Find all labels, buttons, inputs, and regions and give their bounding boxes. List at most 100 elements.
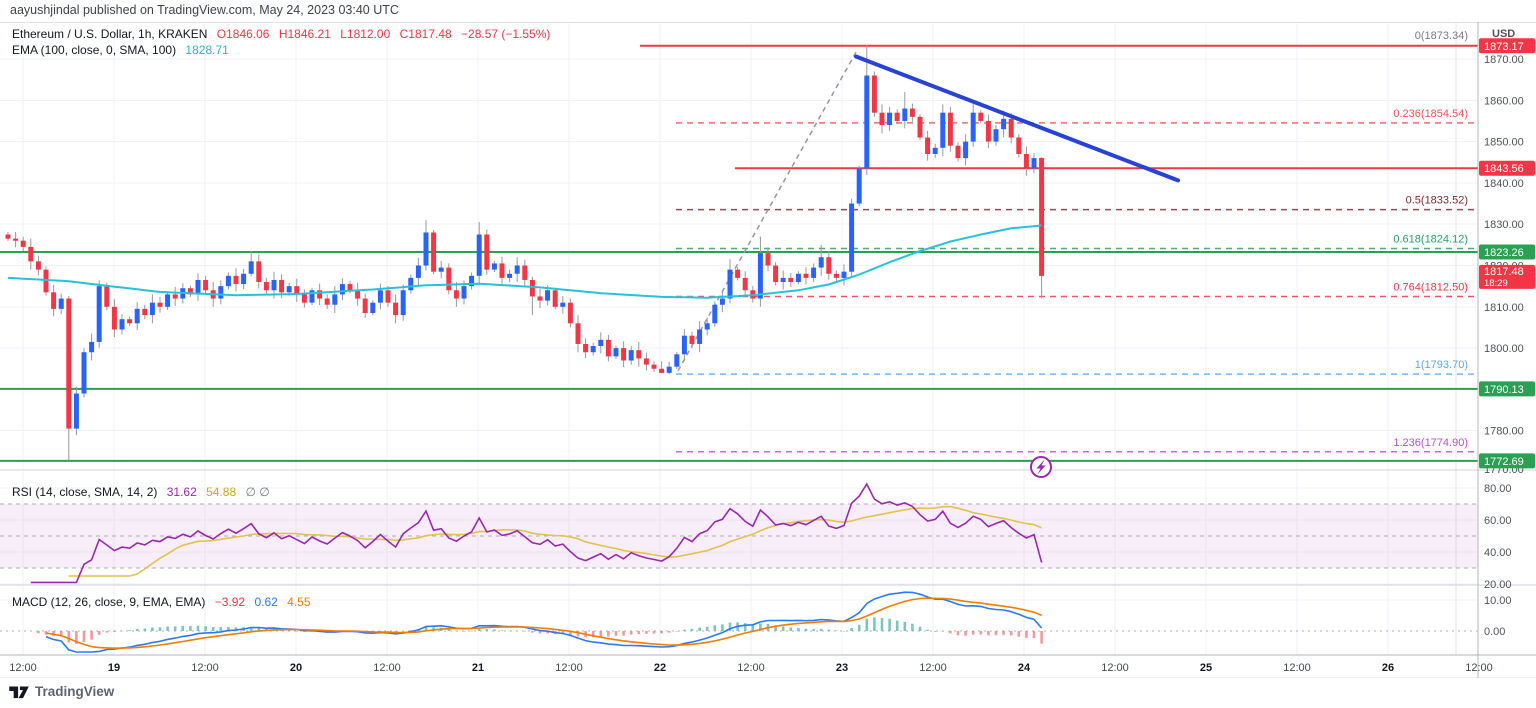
candle-body [803, 273, 809, 278]
macd-histogram-bar [455, 630, 458, 632]
macd-histogram-bar [705, 626, 709, 631]
ohlc-close: C1817.48 [399, 27, 452, 41]
candle-body [871, 75, 877, 113]
fib-label: 0.5(1833.52) [1406, 195, 1468, 207]
macd-legend[interactable]: MACD (12, 26, close, 9, EMA, EMA) −3.92 … [12, 595, 311, 609]
candle-body [514, 265, 520, 274]
candle-body [1008, 118, 1014, 138]
fib-label: 1(1793.70) [1415, 359, 1468, 371]
macd-histogram-bar [660, 631, 663, 634]
candle-body [195, 279, 201, 295]
candle-body [218, 286, 224, 299]
candle-body [811, 267, 817, 278]
macd-histogram-bar [1009, 631, 1013, 636]
macd-histogram-bar [576, 631, 580, 637]
candle-body [894, 112, 900, 121]
rally-dashed-trendline[interactable] [677, 48, 859, 372]
fib-retracement-levels[interactable] [676, 122, 1478, 453]
macd-histogram-bar [842, 630, 846, 632]
macd-histogram-bar [181, 625, 185, 631]
candle-body [165, 294, 171, 307]
macd-histogram-bar [865, 618, 869, 631]
macd-histogram-bar [690, 628, 694, 631]
main-series-legend[interactable]: Ethereum / U.S. Dollar, 1h, KRAKEN O1846… [12, 26, 550, 58]
candle-body [362, 298, 368, 313]
candle-body [902, 108, 908, 121]
candle-body [583, 343, 589, 353]
macd-histogram-bar [173, 626, 177, 631]
candle-body [20, 240, 26, 247]
candle-body [491, 263, 497, 270]
macd-histogram-bar [37, 631, 40, 634]
candle-body [73, 393, 79, 429]
rsi-label: RSI (14, close, SMA, 14, 2) [12, 485, 158, 499]
candle-body [780, 277, 786, 283]
macd-histogram-bar [797, 628, 800, 631]
candle-body [149, 302, 155, 316]
change-value: −28.57 (−1.55%) [461, 27, 551, 41]
candle-body [431, 232, 437, 272]
macd-histogram-bar [227, 626, 230, 631]
macd-histogram-bar [971, 631, 975, 635]
macd-histogram-bar [827, 629, 831, 631]
rsi-tick-label: 80.00 [1484, 483, 1512, 495]
candle-body [773, 265, 779, 283]
macd-histogram-bar [994, 631, 998, 636]
rsi-tick-label: 20.00 [1484, 579, 1512, 591]
macd-histogram-bar [515, 630, 519, 632]
candle-body [674, 354, 680, 367]
resistance-top-badge [1479, 38, 1535, 54]
candle-body [856, 168, 862, 204]
tradingview-logo[interactable]: TradingView [8, 683, 114, 699]
macd-signal-value: 4.55 [287, 595, 311, 609]
macd-histogram-bar [926, 629, 929, 631]
candle-body [332, 294, 338, 305]
candle-body [537, 296, 543, 301]
chart-canvas[interactable]: 0(1873.34) 0.236(1854.54) 0.5(1833.52) 0.61… [0, 22, 1536, 678]
macd-histogram-bar [751, 624, 755, 631]
candle-body [1023, 153, 1029, 169]
macd-histogram-bar [462, 631, 466, 632]
candle-body [142, 308, 148, 316]
main-chart-pane[interactable] [0, 22, 1478, 470]
candle-body [89, 341, 95, 353]
candle-body [636, 350, 642, 359]
time-hour-label: 12:00 [373, 662, 401, 674]
macd-histogram-bar [637, 631, 641, 635]
candle-body [925, 137, 931, 154]
candle-body [727, 269, 733, 299]
time-axis[interactable]: 12:00 19 12:00 20 12:00 21 12:00 22 12:00 23 12:00… [9, 662, 1493, 674]
time-day-label: 19 [108, 662, 120, 674]
candle-body [271, 279, 277, 291]
price-badge-label: 1843.56 [1484, 163, 1524, 175]
candle-body [818, 257, 824, 268]
candle-body [833, 273, 839, 278]
candle-body [96, 286, 102, 342]
published-byline: aayushjindal published on TradingView.co… [10, 3, 399, 17]
candle-body [241, 273, 247, 285]
candle-body [621, 348, 627, 361]
macd-histogram-bar [424, 626, 428, 631]
rsi-legend[interactable]: RSI (14, close, SMA, 14, 2) 31.62 54.88 … [12, 485, 270, 499]
time-hour-label: 12:00 [919, 662, 947, 674]
macd-histogram-bar [561, 631, 565, 635]
macd-histogram-bar [835, 630, 838, 632]
candle-body [294, 286, 300, 295]
price-badge-label: 1772.69 [1484, 456, 1524, 468]
candle-body [651, 364, 657, 369]
price-axis[interactable]: USD 1870.00 1860.00 1850.00 1840.00 1830.00 18… [1479, 28, 1535, 638]
candle-body [681, 335, 687, 355]
candle-body [712, 304, 718, 324]
candle-body [659, 368, 665, 373]
time-day-label: 24 [1018, 662, 1031, 674]
candle-body [567, 302, 573, 324]
macd-histogram-bar [850, 627, 853, 631]
macd-signal-line [45, 597, 1042, 650]
descending-blue-trendline[interactable] [854, 54, 1180, 183]
rsi-tick-label: 60.00 [1484, 515, 1512, 527]
candle-body [507, 273, 513, 278]
candle-body [963, 141, 969, 159]
flash-marker-icon[interactable] [1030, 456, 1052, 478]
candle-body [469, 275, 475, 287]
macd-value: 0.62 [254, 595, 278, 609]
